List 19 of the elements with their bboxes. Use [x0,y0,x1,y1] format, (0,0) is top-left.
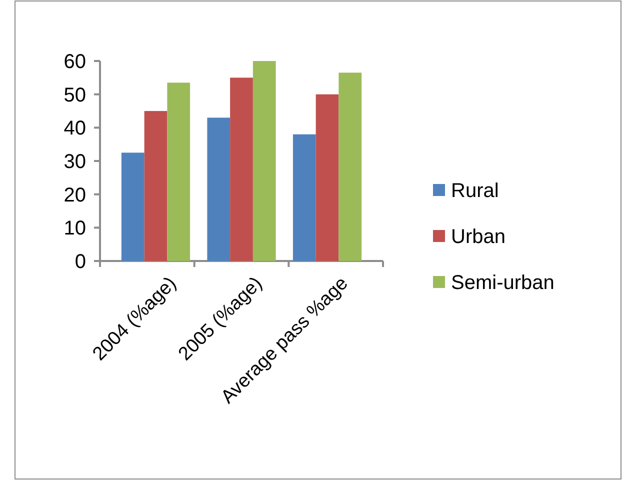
y-tick-label: 20 [64,184,86,206]
bar [207,118,230,261]
bar [252,61,276,261]
y-tick-label: 60 [64,51,86,73]
bar [167,82,190,261]
legend-label: Rural [451,180,499,202]
bar [121,152,144,261]
legend-label: Semi-urban [451,272,554,294]
legend-label: Urban [451,226,506,248]
bar [292,134,316,261]
bar [144,111,168,261]
y-tick-label: 40 [64,118,86,140]
bar [338,72,362,261]
y-tick-label: 50 [64,84,86,106]
bar [230,78,253,261]
y-tick-label: 0 [74,251,86,273]
bar [316,94,339,261]
y-tick-label: 30 [64,151,86,173]
y-tick-label: 10 [64,218,86,240]
